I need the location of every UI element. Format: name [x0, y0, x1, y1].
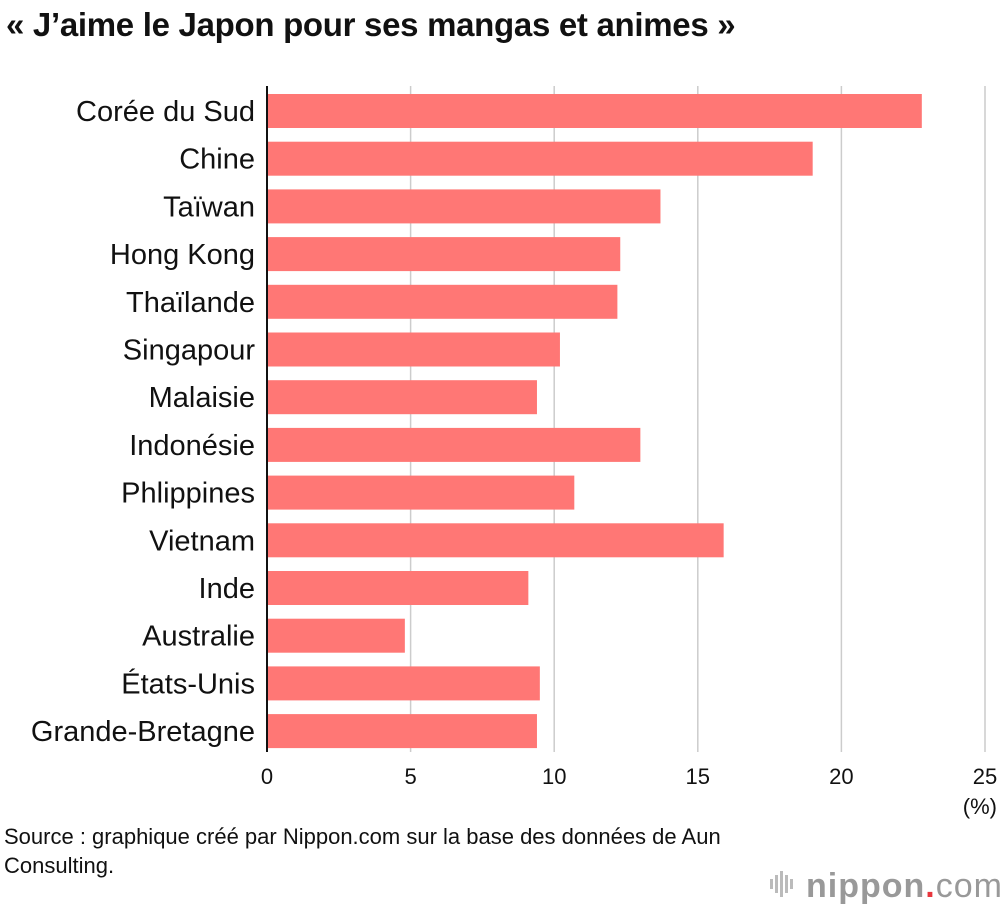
category-label: Phlippines	[121, 478, 255, 510]
gridlines	[409, 86, 986, 752]
bars	[267, 94, 922, 749]
bar	[267, 475, 575, 510]
category-label: États-Unis	[121, 667, 255, 700]
category-label: Inde	[199, 573, 255, 605]
bar	[267, 141, 813, 176]
bar-chart: Corée du Sud Chine Taïwan Hong Kong Thaïland…	[31, 86, 997, 819]
category-label: Malaisie	[149, 382, 255, 414]
nippon-logo: nippon.com	[770, 866, 1000, 905]
category-label: Thaïlande	[126, 287, 255, 319]
source-note: Source : graphique créé par Nippon.com s…	[4, 824, 721, 878]
x-tick-label: 10	[542, 764, 566, 789]
x-tick-label: 0	[261, 764, 273, 789]
x-tick-label: 20	[829, 764, 853, 789]
category-label: Corée du Sud	[76, 96, 255, 128]
category-labels: Corée du Sud Chine Taïwan Hong Kong Thaïland…	[31, 96, 255, 748]
bar	[267, 189, 661, 224]
logo-name: nippon	[806, 866, 926, 905]
category-label: Chine	[179, 144, 255, 176]
bar	[267, 332, 560, 367]
x-tick-label: 15	[686, 764, 710, 789]
bar	[267, 380, 537, 415]
bar	[267, 284, 618, 319]
bar	[267, 523, 724, 558]
x-tick-label: 5	[404, 764, 416, 789]
category-label: Grande-Bretagne	[31, 716, 255, 748]
bar	[267, 571, 529, 605]
x-tick-label: 25	[973, 764, 997, 789]
category-label: Vietnam	[149, 525, 255, 557]
logo-suffix: com	[935, 866, 1000, 905]
bar	[267, 666, 540, 701]
category-label: Singapour	[123, 335, 256, 367]
bar	[267, 618, 405, 653]
bar	[267, 237, 621, 272]
bar	[267, 714, 537, 749]
category-label: Indonésie	[129, 430, 255, 462]
bar	[267, 94, 922, 128]
logo-dot: .	[925, 866, 936, 905]
nippon-logo-icon	[770, 870, 798, 902]
category-label: Hong Kong	[110, 239, 255, 271]
category-label: Taïwan	[163, 191, 255, 223]
bar	[267, 427, 641, 462]
x-tick-labels: 0 5 10 15 20 25	[261, 764, 997, 789]
chart-title: « J’aime le Japon pour ses mangas et ani…	[6, 6, 736, 43]
category-label: Australie	[142, 621, 255, 653]
x-unit-label: (%)	[963, 794, 997, 819]
